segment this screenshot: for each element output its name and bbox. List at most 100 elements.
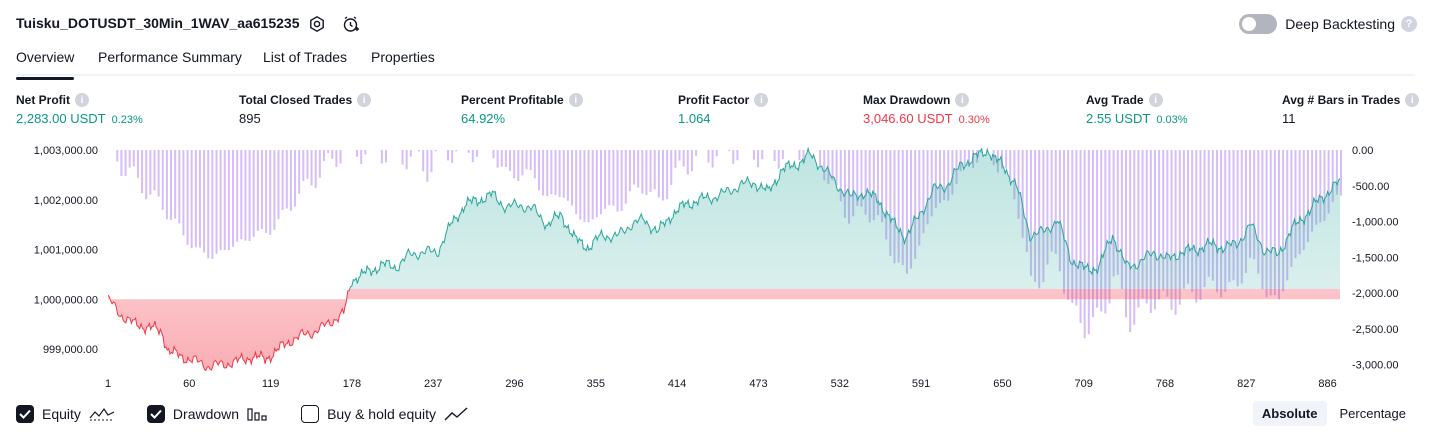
drawdown-bar	[645, 150, 648, 195]
info-icon[interactable]: i	[1148, 93, 1163, 107]
info-icon[interactable]: i	[75, 93, 89, 107]
legend-item-drawdown[interactable]: Drawdown	[146, 405, 269, 423]
drawdown-bar	[1224, 150, 1227, 292]
drawdown-bar	[868, 150, 871, 223]
drawdown-bar	[1042, 150, 1045, 283]
drawdown-bar	[1306, 150, 1309, 242]
drawdown-bar	[236, 150, 239, 242]
drawdown-bar	[1005, 150, 1008, 169]
tab-performance-summary[interactable]: Performance Summary	[98, 49, 242, 65]
percentage-button[interactable]: Percentage	[1339, 406, 1407, 421]
drawdown-bar	[1166, 150, 1169, 297]
x-axis-tick-label: 650	[993, 378, 1011, 390]
drawdown-bar	[781, 150, 784, 160]
right-axis: 0.00 -500.00 -1,000.00 -1,500.00 -2,000.00 -2…	[1352, 145, 1398, 372]
drawdown-bar	[1071, 150, 1074, 303]
drawdown-bar	[1153, 150, 1156, 310]
drawdown-bar	[322, 150, 325, 162]
metric-value: 895	[239, 111, 261, 126]
drawdown-bar	[492, 150, 495, 159]
info-icon[interactable]: i	[955, 93, 970, 107]
info-icon[interactable]: i	[568, 93, 583, 107]
drawdown-bar	[1050, 150, 1053, 252]
info-icon[interactable]: i	[1405, 93, 1420, 107]
drawdown-bar	[314, 150, 317, 189]
deep-backtesting-toggle[interactable]	[1239, 14, 1278, 34]
drawdown-bar	[752, 150, 755, 160]
deep-backtesting-control: Deep Backtesting ?	[1239, 12, 1417, 36]
drawdown-bar	[798, 150, 801, 161]
drawdown-bar	[856, 150, 859, 206]
drawdown-bar	[1100, 150, 1103, 312]
drawdown-bar	[1149, 150, 1152, 313]
drawdown-bar	[500, 150, 503, 167]
drawdown-bar	[1282, 150, 1285, 292]
metric-total-closed-trades: Total Closed Trades i 895	[239, 93, 372, 126]
drawdown-bar	[1009, 150, 1012, 181]
drawdown-bar	[1021, 150, 1024, 238]
drawdown-bar	[1034, 150, 1037, 282]
drawdown-bar	[728, 150, 731, 152]
info-icon[interactable]: i	[754, 93, 769, 107]
drawdown-bar	[757, 150, 760, 168]
equity-checkbox[interactable]	[16, 405, 34, 423]
x-axis-tick-label: 355	[587, 378, 605, 390]
tab-properties[interactable]: Properties	[371, 49, 435, 65]
drawdown-bar	[281, 150, 284, 210]
drawdown-bar	[289, 150, 292, 211]
drawdown-bar	[843, 150, 846, 218]
alarm-clock-add-icon[interactable]	[340, 13, 362, 35]
drawdown-bar	[161, 150, 164, 210]
drawdown-bar	[1273, 150, 1276, 296]
drawdown-bar	[562, 150, 565, 198]
drawdown-bar	[331, 150, 334, 159]
metric-value: 2.55 USDT	[1086, 111, 1151, 126]
tab-list-of-trades[interactable]: List of Trades	[263, 49, 348, 65]
equity-chart[interactable]: 1,003,000.00 1,002,000.00 1,001,000.00 1,00…	[0, 140, 1431, 392]
drawdown-bar	[149, 150, 152, 195]
drawdown-bar	[943, 150, 946, 201]
x-axis-tick-label: 414	[668, 378, 686, 390]
x-axis-tick-label: 591	[912, 378, 930, 390]
equity-area	[108, 146, 1340, 372]
legend-item-buy-hold[interactable]: Buy & hold equity	[301, 405, 468, 423]
info-icon[interactable]: i	[357, 93, 372, 107]
drawdown-bar	[711, 150, 714, 168]
left-axis-tick-label: 999,000.00	[43, 344, 98, 356]
drawdown-bar	[360, 150, 363, 164]
drawdown-bar	[1257, 150, 1260, 274]
drawdown-bar	[165, 150, 168, 220]
drawdown-bar	[1315, 150, 1318, 225]
drawdown-bar	[141, 150, 144, 194]
drawdown-bar	[434, 150, 437, 152]
metric-percent: 0.23%	[111, 114, 143, 126]
drawdown-bar	[1145, 150, 1148, 304]
drawdown-bar	[905, 150, 908, 274]
drawdown-bar	[608, 150, 611, 206]
metric-title: Avg Trade	[1086, 93, 1144, 107]
tab-overview[interactable]: Overview	[16, 49, 75, 80]
drawdown-bar	[604, 150, 607, 209]
legend-item-equity[interactable]: Equity	[16, 405, 115, 423]
help-icon[interactable]: ?	[1401, 16, 1417, 32]
drawdown-bar	[194, 150, 197, 248]
absolute-button[interactable]: Absolute	[1252, 401, 1327, 426]
drawdown-bar	[124, 150, 127, 176]
x-axis-tick-label: 827	[1237, 378, 1255, 390]
drawdown-bar	[1232, 150, 1235, 281]
gear-icon[interactable]	[306, 13, 328, 35]
drawdown-bar	[116, 150, 119, 162]
drawdown-checkbox[interactable]	[146, 405, 165, 423]
x-axis-tick-label: 709	[1075, 378, 1093, 390]
metric-profit-factor: Profit Factor i 1.064	[678, 93, 769, 126]
drawdown-bar	[628, 150, 631, 192]
metric-title: Total Closed Trades	[239, 93, 353, 107]
metric-percent: 0.03%	[1156, 114, 1188, 126]
drawdown-bar	[1075, 150, 1078, 306]
buy-hold-checkbox[interactable]	[301, 405, 320, 423]
metric-avg-bars-in-trades: Avg # Bars in Trades i 11	[1282, 93, 1420, 126]
drawdown-bar	[1158, 150, 1161, 300]
drawdown-bar	[1116, 150, 1119, 275]
trend-line-icon	[444, 407, 468, 421]
drawdown-bar	[1253, 150, 1256, 260]
